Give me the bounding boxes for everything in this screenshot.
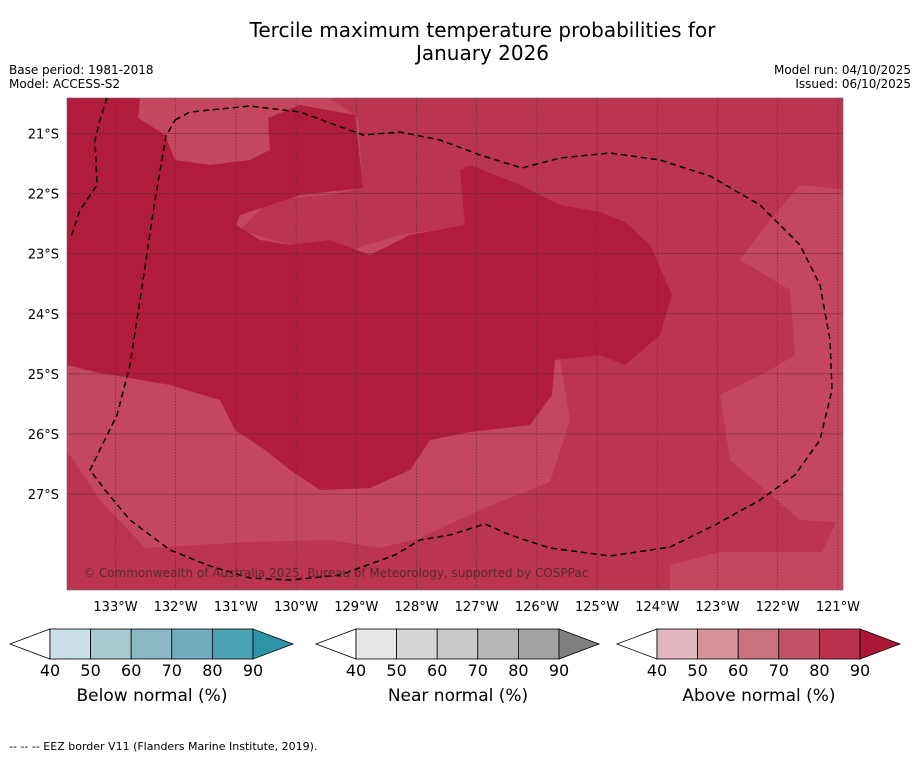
- colorbar-tick-label: 70: [162, 661, 182, 680]
- title-line-1: Tercile maximum temperature probabilitie…: [249, 18, 716, 42]
- colorbar-tick-label: 60: [427, 661, 447, 680]
- colorbar-tick-label: 60: [121, 661, 141, 680]
- longitude-label: 122°W: [756, 600, 800, 615]
- map-fill: [67, 98, 843, 590]
- colorbar-tick-label: 50: [80, 661, 100, 680]
- longitude-label: 125°W: [575, 600, 619, 615]
- colorbar-below: 40 50 60 70 80 90: [8, 628, 295, 680]
- colorbar-segment: [697, 628, 739, 660]
- latitude-label: 26°S: [28, 428, 59, 443]
- colorbar-segment: [49, 628, 91, 660]
- meta-left: Base period: 1981-2018 Model: ACCESS-S2: [9, 63, 154, 91]
- probability-map: 21°S22°S23°S24°S25°S26°S27°S 133°W 132°W 1…: [8, 97, 902, 680]
- longitude-label: 129°W: [334, 600, 378, 615]
- longitude-label: 132°W: [154, 600, 198, 615]
- colorbar-extend-high: [558, 628, 601, 660]
- latitude-label: 23°S: [28, 248, 59, 263]
- colorbar-above: 40 50 60 70 80 90: [615, 628, 902, 680]
- colorbar-tick-label: 70: [468, 661, 488, 680]
- colorbar-tick-label: 80: [508, 661, 528, 680]
- model-name: Model: ACCESS-S2: [9, 77, 121, 91]
- region-above-80: [67, 98, 843, 590]
- colorbar-label-below: Below normal (%): [76, 686, 228, 706]
- colorbar-tick-label: 50: [687, 661, 707, 680]
- base-period: Base period: 1981-2018: [9, 63, 154, 77]
- meta-right: Model run: 04/10/2025 Issued: 06/10/2025: [774, 63, 911, 91]
- longitude-label: 127°W: [455, 600, 499, 615]
- eez-footnote: -- -- -- EEZ border V11 (Flanders Marine…: [9, 740, 318, 753]
- colorbar-tick-label: 40: [40, 661, 60, 680]
- longitude-label: 130°W: [274, 600, 318, 615]
- colorbar-segment: [737, 628, 780, 660]
- colorbar-extend-high: [859, 628, 902, 660]
- gridlines: [67, 98, 843, 590]
- colorbar-tick-label: 60: [728, 661, 748, 680]
- colorbar-tick-label: 90: [850, 661, 870, 680]
- latitude-label: 25°S: [28, 368, 59, 383]
- colorbar-tick-label: 90: [243, 661, 263, 680]
- colorbar-segment: [211, 628, 254, 660]
- colorbar-label-near: Near normal (%): [387, 686, 529, 706]
- colorbar-extend-low: [615, 628, 658, 660]
- map-title: Tercile maximum temperature probabilitie…: [0, 19, 919, 65]
- latitude-label: 21°S: [28, 128, 59, 143]
- longitude-label: 123°W: [695, 600, 739, 615]
- longitude-label: 124°W: [635, 600, 679, 615]
- eez-border: [69, 97, 833, 581]
- colorbar-segment: [355, 628, 397, 660]
- latitude-label: 27°S: [28, 488, 59, 503]
- colorbar-segment: [518, 628, 560, 660]
- colorbar-tick-label: 80: [202, 661, 222, 680]
- longitude-label: 128°W: [394, 600, 438, 615]
- colorbars: 40 50 60 70 80 90 40 50 60 70 80 90 40 50 60 70 80 90: [8, 628, 902, 680]
- title-line-2: January 2026: [415, 41, 550, 65]
- colorbar-segment: [477, 628, 519, 660]
- colorbar-tick-label: 50: [386, 661, 406, 680]
- colorbar-tick-label: 40: [346, 661, 366, 680]
- model-run: Model run: 04/10/2025: [773, 63, 911, 77]
- latitude-label: 22°S: [28, 188, 59, 203]
- map-frame: [66, 97, 844, 591]
- colorbar-extend-low: [314, 628, 357, 660]
- colorbar-segment: [90, 628, 132, 660]
- colorbar-extend-low: [8, 628, 51, 660]
- colorbar-tick-label: 80: [809, 661, 829, 680]
- colorbar-tick-label: 40: [647, 661, 667, 680]
- colorbar-tick-label: 70: [769, 661, 789, 680]
- latitude-labels: 21°S 22°S 23°S 24°S 25°S 26°S 27°S: [28, 128, 59, 504]
- longitude-label: 121°W: [816, 600, 860, 615]
- colorbar-tick-label: 90: [549, 661, 569, 680]
- colorbar-label-above: Above normal (%): [682, 686, 836, 706]
- latitude-label: 24°S: [28, 308, 59, 323]
- issued-date: Issued: 06/10/2025: [795, 77, 911, 91]
- colorbar-near: 40 50 60 70 80 90: [314, 628, 601, 680]
- colorbar-segment: [656, 628, 698, 660]
- colorbar-segment: [130, 628, 173, 660]
- colorbar-segment: [171, 628, 213, 660]
- longitude-label: 133°W: [93, 600, 137, 615]
- longitude-label: 126°W: [515, 600, 559, 615]
- colorbar-segment: [436, 628, 479, 660]
- colorbar-segment: [819, 628, 861, 660]
- colorbar-segment: [396, 628, 438, 660]
- colorbar-segment: [778, 628, 820, 660]
- region-above-90: [67, 98, 672, 490]
- copyright-text: © Commonwealth of Australia 2025, Bureau…: [83, 566, 588, 580]
- longitude-label: 131°W: [214, 600, 258, 615]
- colorbar-extend-high: [252, 628, 295, 660]
- longitude-labels: 133°W 132°W 131°W 130°W 129°W 128°W 127°W 126°W…: [93, 600, 860, 615]
